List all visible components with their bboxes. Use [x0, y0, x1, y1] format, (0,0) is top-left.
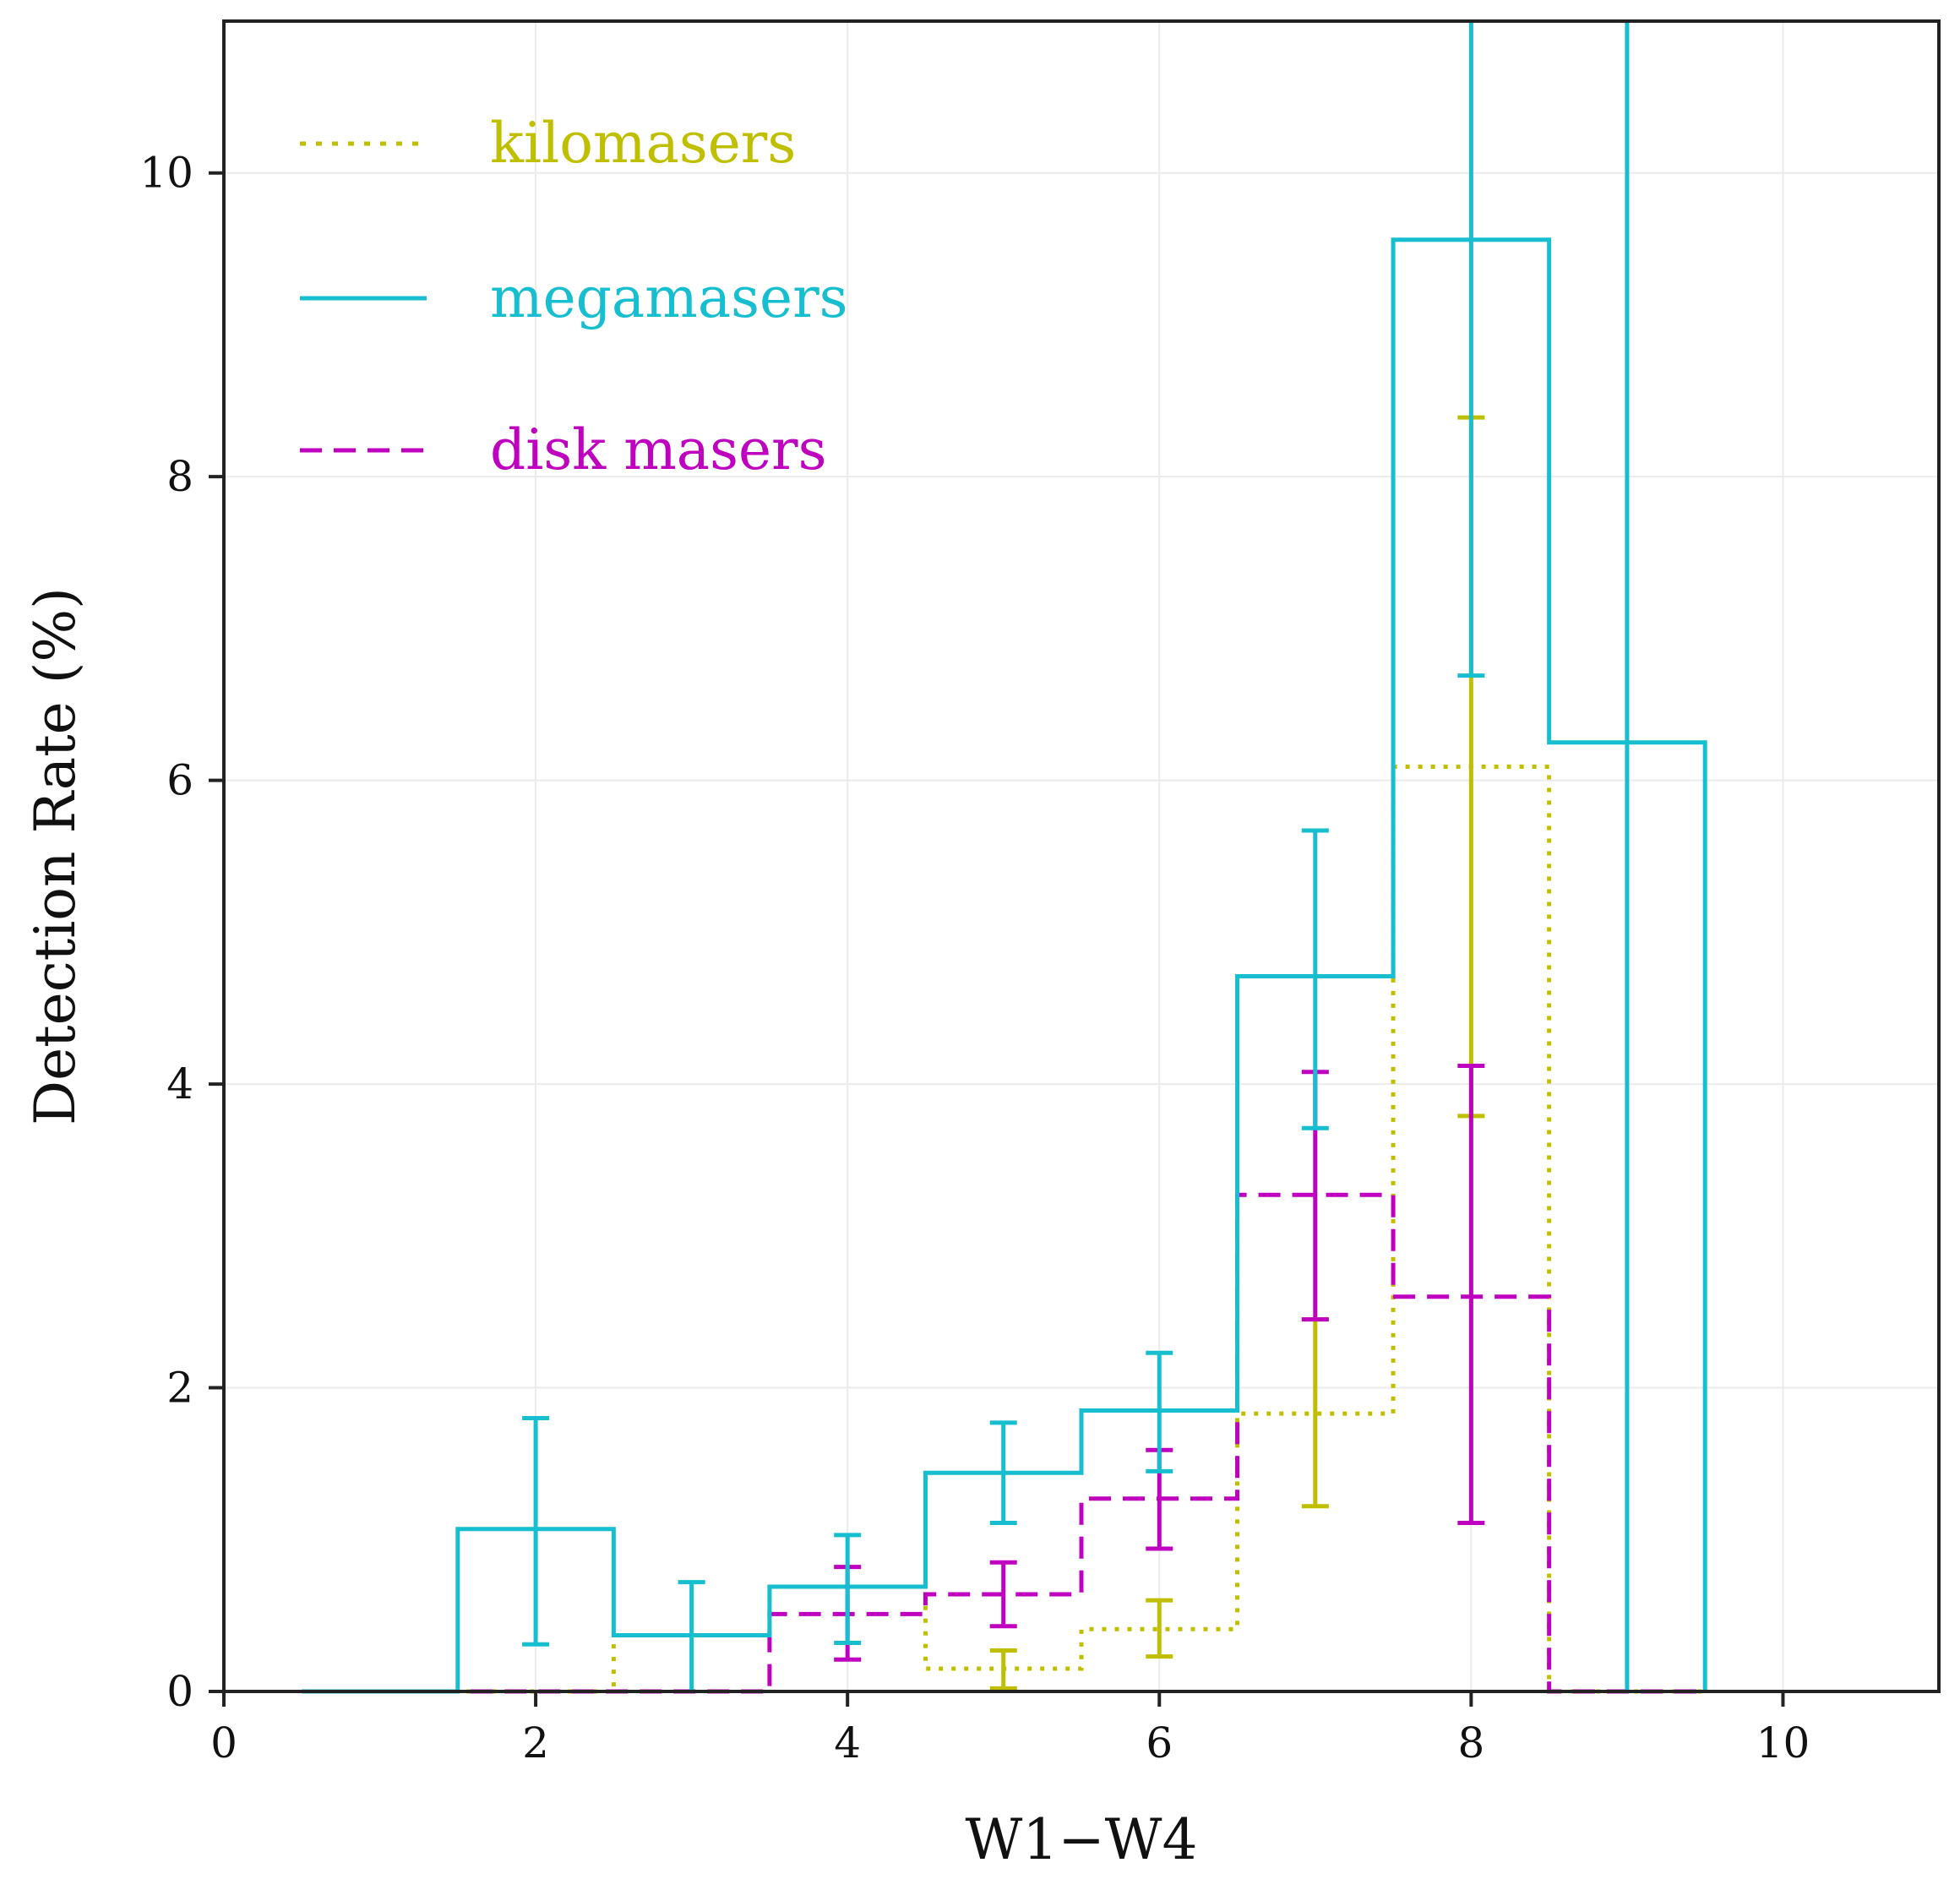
- megamasers-error-bar: [989, 1420, 1017, 1526]
- legend-label-megamasers: megamasers: [490, 265, 848, 330]
- kilomasers-error-bar: [989, 1648, 1017, 1691]
- disk-masers-error-bar: [1457, 1064, 1485, 1526]
- series-megamasers-histogram: [302, 237, 1707, 1694]
- y-tick-label: 4: [166, 1059, 193, 1108]
- axis-ticks: 0 2 4 6 8 10 0 2 4 6 8 10: [139, 149, 1810, 1767]
- megamasers-error-bar: [1457, 21, 1485, 678]
- kilomasers-error-bar: [1146, 1598, 1173, 1659]
- legend-item-kilomasers: kilomasers: [300, 111, 796, 176]
- y-tick-label: 0: [166, 1667, 193, 1716]
- legend-label-disk-masers: disk masers: [490, 417, 826, 482]
- error-bars-layer: [522, 21, 1630, 1691]
- disk-masers-error-bar: [989, 1560, 1017, 1629]
- y-tick-label: 10: [139, 149, 193, 198]
- megamasers-error-bar: [522, 1415, 550, 1647]
- megamasers-error-bar: [834, 1533, 862, 1645]
- legend-item-megamasers: megamasers: [300, 265, 848, 330]
- y-tick-label: 6: [166, 756, 193, 805]
- plot-frame: [222, 19, 1941, 1693]
- y-axis-label: Detection Rate (%): [23, 587, 88, 1125]
- legend-label-kilomasers: kilomasers: [490, 111, 796, 176]
- x-tick-label: 6: [1146, 1718, 1173, 1767]
- y-tick-label: 8: [166, 452, 193, 501]
- megamasers-error-bar: [1301, 828, 1329, 1130]
- megamasers-error-bar: [678, 1580, 705, 1691]
- y-tick-label: 2: [166, 1364, 193, 1413]
- x-tick-label: 0: [210, 1718, 237, 1767]
- x-tick-label: 4: [834, 1718, 861, 1767]
- legend-item-disk-masers: disk masers: [300, 417, 826, 482]
- megamasers-error-bar: [1146, 1350, 1173, 1473]
- legend: kilomasers megamasers disk masers: [300, 111, 848, 482]
- x-axis-label: W1−W4: [966, 1807, 1198, 1872]
- series-kilomasers-histogram: [302, 764, 1706, 1694]
- x-tick-label: 10: [1756, 1718, 1810, 1767]
- x-tick-label: 8: [1457, 1718, 1484, 1767]
- x-tick-label: 2: [522, 1718, 549, 1767]
